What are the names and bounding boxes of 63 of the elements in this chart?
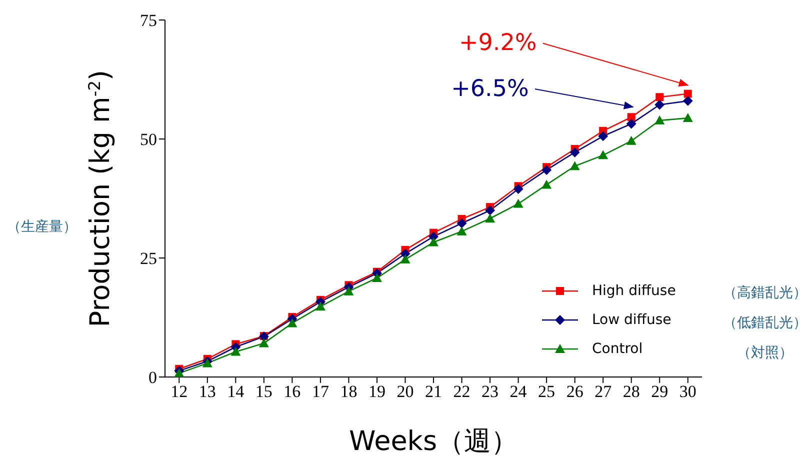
y-tick-label: 0 bbox=[148, 368, 157, 388]
point bbox=[174, 368, 184, 377]
y-tick-label: 25 bbox=[140, 249, 157, 268]
text: （生産量） bbox=[7, 219, 77, 235]
point bbox=[598, 150, 608, 160]
point bbox=[485, 213, 496, 222]
point bbox=[513, 184, 524, 194]
x-tick-label: 27 bbox=[594, 382, 612, 402]
legend-label: Low diffuse bbox=[592, 312, 672, 328]
x-tick-label: 28 bbox=[622, 382, 640, 402]
x-tick-label: 18 bbox=[340, 382, 358, 402]
point bbox=[258, 338, 269, 348]
x-tick-label: 30 bbox=[679, 382, 696, 402]
point bbox=[570, 161, 580, 170]
point bbox=[513, 198, 524, 208]
point bbox=[682, 96, 693, 106]
x-tick-label: 12 bbox=[170, 382, 188, 402]
x-axis-title: Weeks（週） bbox=[348, 426, 518, 457]
point bbox=[654, 100, 665, 110]
text: （高錯乱光） bbox=[723, 285, 807, 301]
point bbox=[344, 286, 354, 296]
annotation: +6.5% bbox=[451, 76, 529, 102]
x-tick-label: 21 bbox=[425, 382, 442, 402]
point bbox=[456, 218, 467, 228]
point bbox=[315, 302, 326, 311]
point bbox=[626, 136, 636, 145]
point bbox=[570, 147, 580, 158]
x-tick-label: 25 bbox=[538, 382, 556, 402]
point bbox=[372, 272, 382, 282]
point bbox=[627, 113, 636, 122]
legend-label: Control bbox=[592, 340, 643, 356]
x-tick-label: 29 bbox=[651, 382, 668, 402]
x-tick-label: 26 bbox=[566, 382, 584, 402]
x-tick-label: 24 bbox=[510, 382, 528, 402]
point bbox=[287, 318, 298, 328]
point bbox=[684, 90, 692, 98]
point bbox=[456, 226, 467, 236]
x-tick-label: 23 bbox=[482, 382, 499, 402]
x-tick-label: 15 bbox=[255, 382, 272, 402]
point bbox=[682, 113, 693, 122]
point bbox=[485, 205, 496, 216]
legend-label: High diffuse bbox=[592, 282, 676, 298]
x-tick-label: 19 bbox=[368, 382, 386, 402]
x-tick-label: 13 bbox=[198, 382, 216, 402]
x-tick-label: 17 bbox=[312, 382, 330, 402]
point bbox=[230, 346, 241, 356]
x-tick-label: 22 bbox=[453, 382, 470, 402]
point bbox=[428, 237, 438, 246]
y-tick-label: 75 bbox=[140, 11, 157, 30]
x-tick-label: 16 bbox=[284, 382, 301, 402]
x-tick-label: 14 bbox=[227, 382, 245, 402]
point bbox=[542, 164, 552, 175]
point bbox=[656, 93, 664, 102]
y-tick-label: 50 bbox=[140, 130, 157, 150]
text: （対照） bbox=[737, 345, 793, 361]
point bbox=[598, 131, 608, 142]
x-tick-label: 20 bbox=[396, 382, 414, 402]
point bbox=[400, 254, 410, 264]
annotation: +9.2% bbox=[459, 30, 537, 56]
point bbox=[542, 180, 552, 189]
point bbox=[626, 118, 636, 129]
text: （低錯乱光） bbox=[723, 315, 807, 331]
point bbox=[654, 115, 665, 124]
